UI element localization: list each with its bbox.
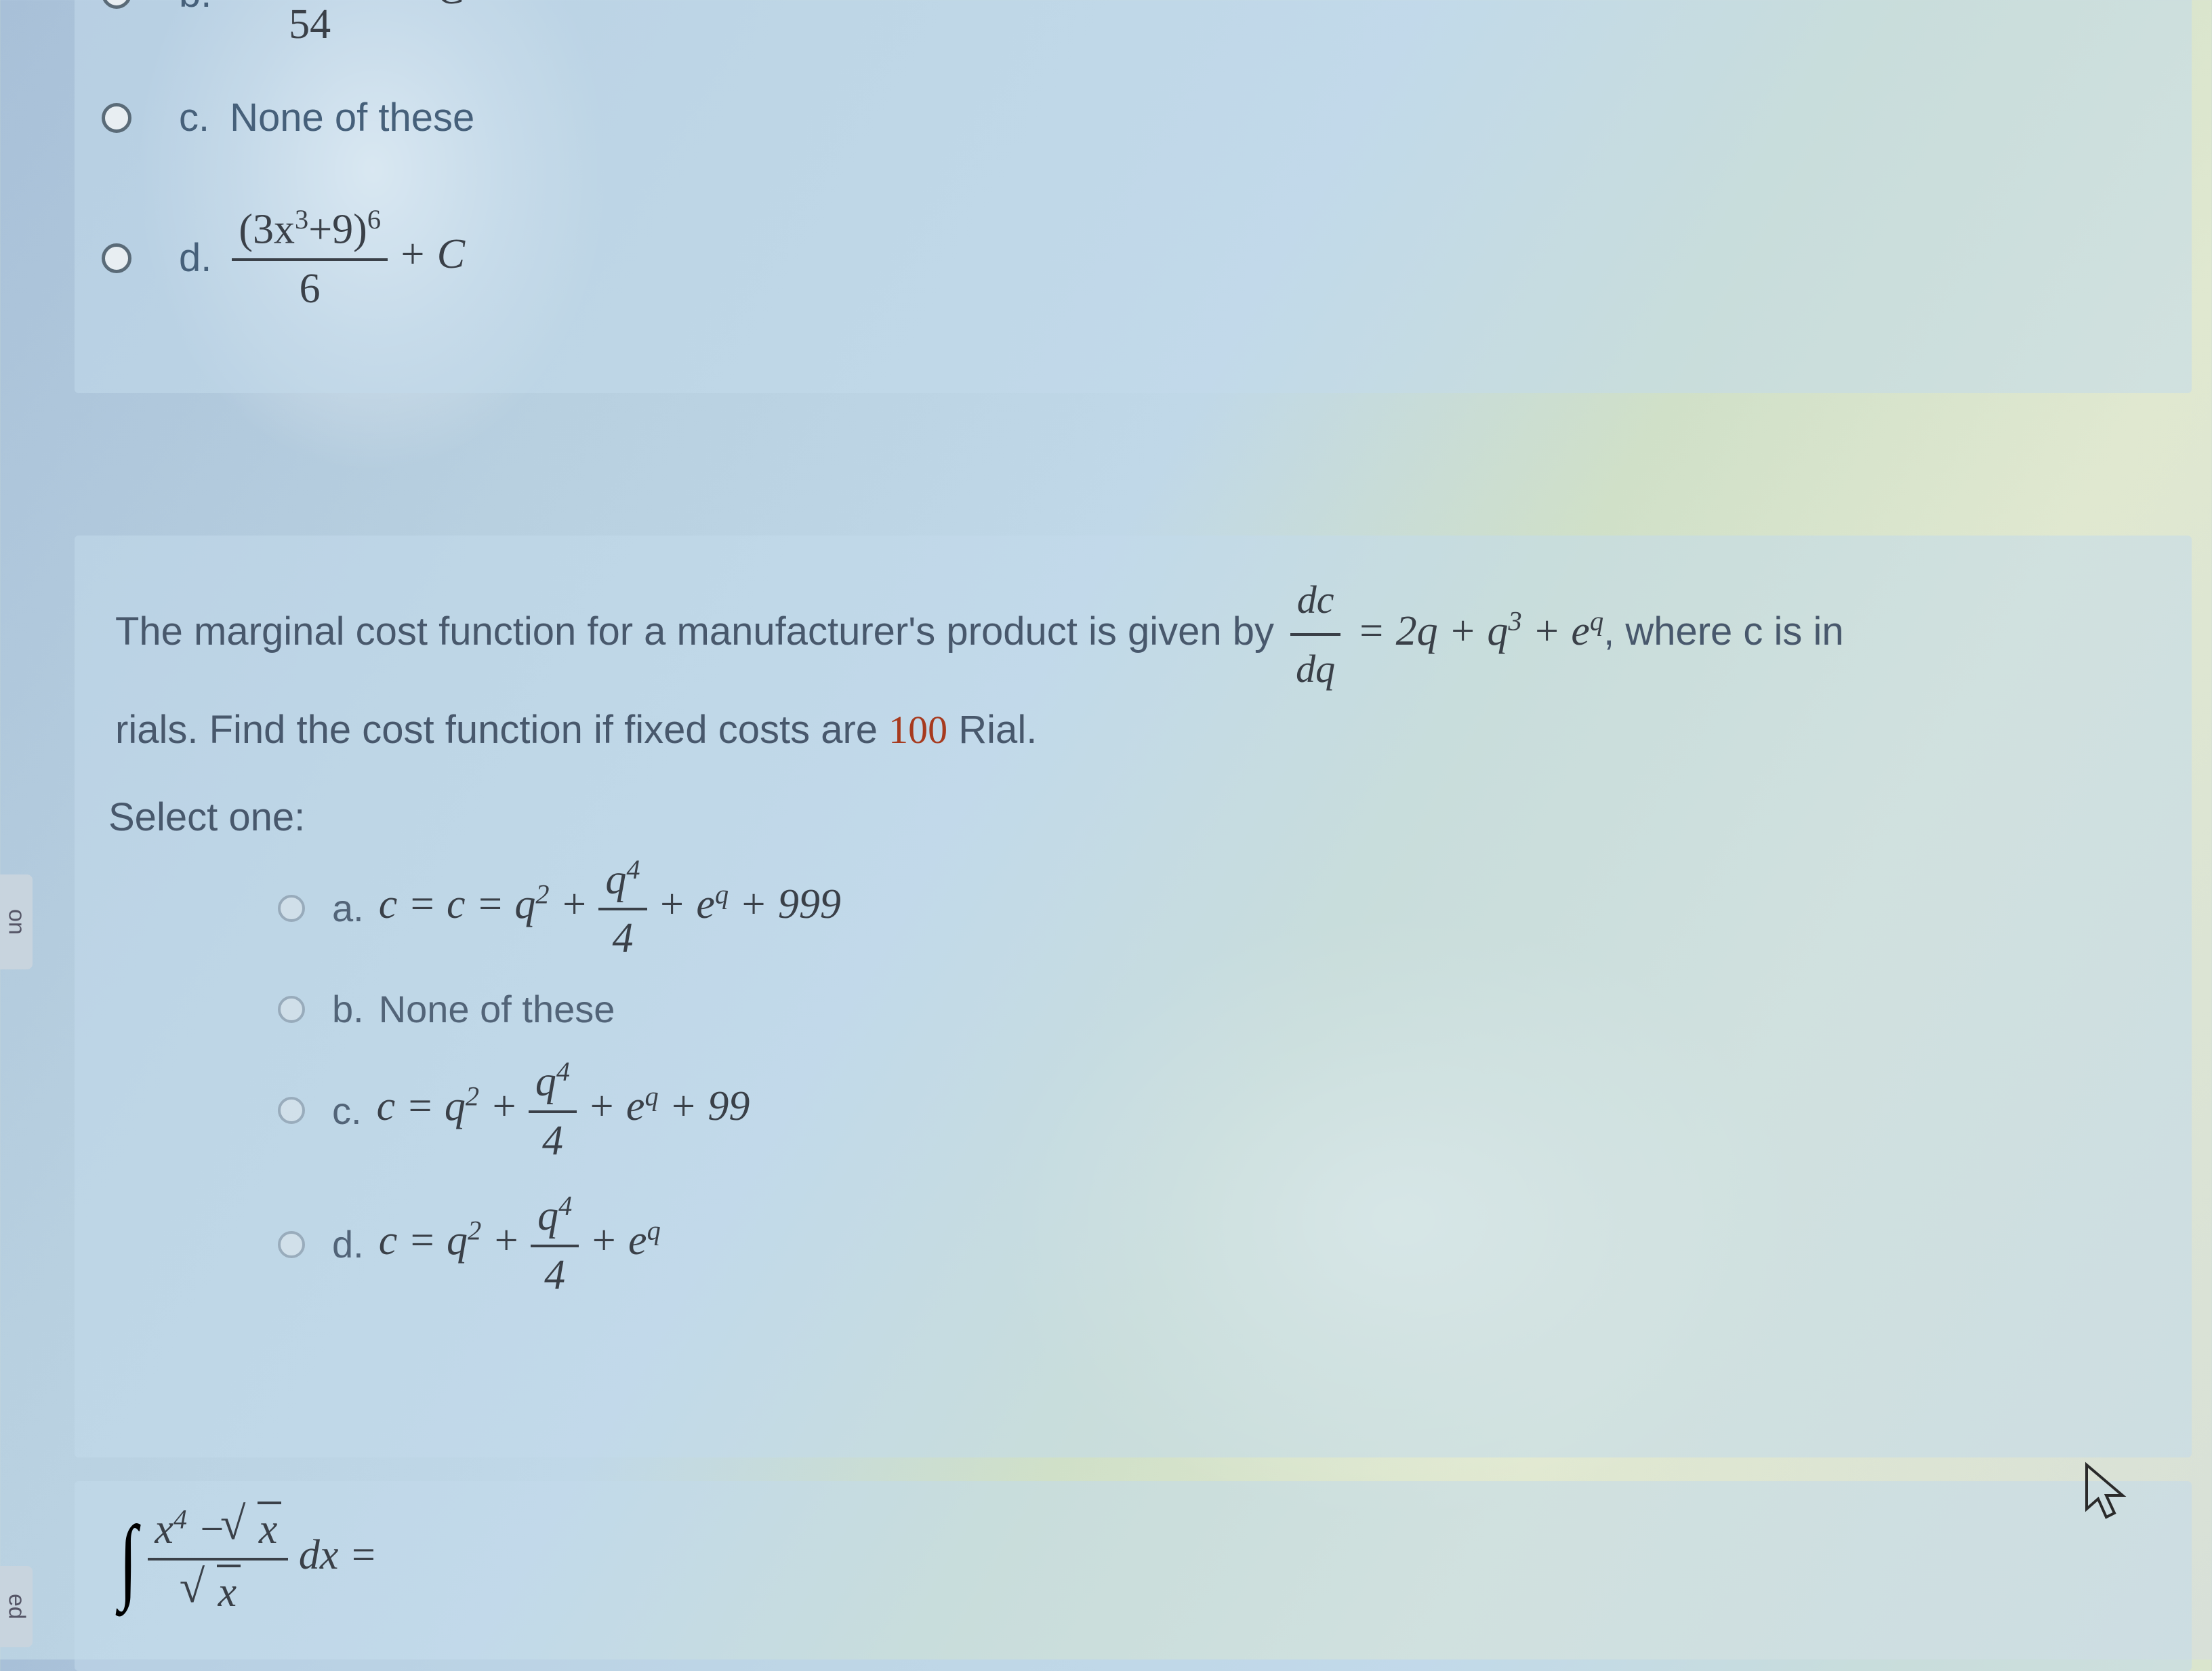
sidebar-label: ed xyxy=(3,1594,30,1619)
radio-unchecked-icon[interactable] xyxy=(278,1097,305,1124)
option-label: c. xyxy=(179,95,209,140)
answer-d-row[interactable]: d. c = q2 + q44 + eq xyxy=(278,1190,2192,1300)
radio-unchecked-icon[interactable] xyxy=(102,0,131,9)
option-b-row[interactable]: b. (3x3+9)6 54 + C xyxy=(102,0,465,49)
option-b-formula: (3x3+9)6 54 + C xyxy=(232,0,465,49)
sidebar-label: on xyxy=(3,909,30,935)
option-label: d. xyxy=(179,235,211,281)
answer-label: b. xyxy=(332,987,364,1031)
question-3-panel: ∫ x4 − x x dx = xyxy=(75,1481,2192,1671)
radio-unchecked-icon[interactable] xyxy=(278,895,305,922)
answer-a-formula: c = c = q2 + q44 + eq + 999 xyxy=(379,853,841,963)
option-label: b. xyxy=(179,0,211,16)
question-3-integral: ∫ x4 − x x dx = xyxy=(75,1481,2192,1637)
option-d-formula: (3x3+9)6 6 + C xyxy=(232,203,465,313)
answer-label: d. xyxy=(332,1222,364,1266)
answer-label: c. xyxy=(332,1089,362,1133)
answer-b-text: None of these xyxy=(379,987,615,1031)
question-1-panel: b. (3x3+9)6 54 + C c. None of these d. (… xyxy=(75,0,2192,393)
answer-a-row[interactable]: a. c = c = q2 + q44 + eq + 999 xyxy=(278,853,2192,963)
radio-unchecked-icon[interactable] xyxy=(278,996,305,1023)
answer-c-formula: c = q2 + q44 + eq + 99 xyxy=(377,1055,750,1165)
question-2-text: The marginal cost function for a manufac… xyxy=(75,536,2192,774)
answer-b-row[interactable]: b. None of these xyxy=(278,987,2192,1031)
question-2-panel: The marginal cost function for a manufac… xyxy=(75,536,2192,1457)
radio-unchecked-icon[interactable] xyxy=(278,1231,305,1258)
answer-c-row[interactable]: c. c = q2 + q44 + eq + 99 xyxy=(278,1055,2192,1165)
sidebar-tab-navigation[interactable]: on xyxy=(0,874,33,969)
radio-unchecked-icon[interactable] xyxy=(102,243,131,273)
option-c-row[interactable]: c. None of these xyxy=(102,95,474,140)
radio-unchecked-icon[interactable] xyxy=(102,103,131,133)
integral-icon: ∫ xyxy=(119,1505,138,1614)
answer-list: a. c = c = q2 + q44 + eq + 999 b. None o… xyxy=(75,847,2192,1300)
answer-label: a. xyxy=(332,886,364,930)
option-c-text: None of these xyxy=(230,95,474,140)
sidebar-tab-flagged[interactable]: ed xyxy=(0,1566,33,1647)
option-d-row[interactable]: d. (3x3+9)6 6 + C xyxy=(102,203,465,313)
answer-d-formula: c = q2 + q44 + eq xyxy=(379,1190,661,1300)
cursor-icon xyxy=(2083,1462,2131,1537)
select-one-label: Select one: xyxy=(75,774,2192,847)
